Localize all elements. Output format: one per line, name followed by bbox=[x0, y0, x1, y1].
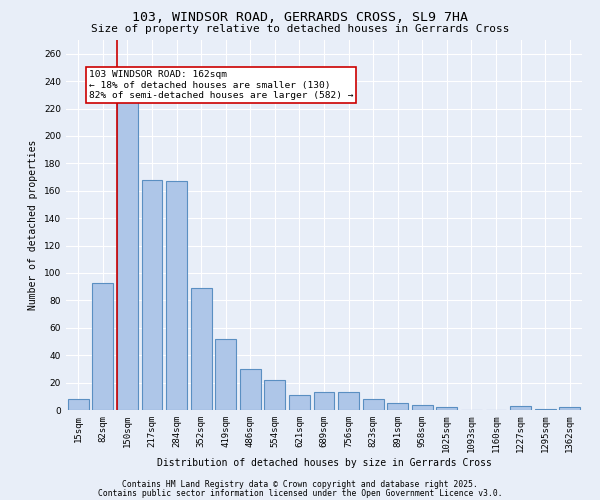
Bar bbox=[362, 399, 383, 410]
Text: Size of property relative to detached houses in Gerrards Cross: Size of property relative to detached ho… bbox=[91, 24, 509, 34]
Bar bbox=[289, 395, 310, 410]
Bar bbox=[142, 180, 163, 410]
Bar bbox=[68, 399, 89, 410]
Bar bbox=[338, 392, 359, 410]
Bar bbox=[387, 403, 408, 410]
Bar bbox=[117, 98, 138, 410]
Text: Contains public sector information licensed under the Open Government Licence v3: Contains public sector information licen… bbox=[98, 489, 502, 498]
Bar bbox=[412, 404, 433, 410]
Bar bbox=[559, 408, 580, 410]
Bar bbox=[191, 288, 212, 410]
Y-axis label: Number of detached properties: Number of detached properties bbox=[28, 140, 38, 310]
Text: Contains HM Land Registry data © Crown copyright and database right 2025.: Contains HM Land Registry data © Crown c… bbox=[122, 480, 478, 489]
Text: 103, WINDSOR ROAD, GERRARDS CROSS, SL9 7HA: 103, WINDSOR ROAD, GERRARDS CROSS, SL9 7… bbox=[132, 11, 468, 24]
X-axis label: Distribution of detached houses by size in Gerrards Cross: Distribution of detached houses by size … bbox=[157, 458, 491, 468]
Bar bbox=[265, 380, 286, 410]
Bar bbox=[535, 408, 556, 410]
Text: 103 WINDSOR ROAD: 162sqm
← 18% of detached houses are smaller (130)
82% of semi-: 103 WINDSOR ROAD: 162sqm ← 18% of detach… bbox=[89, 70, 353, 100]
Bar bbox=[92, 282, 113, 410]
Bar bbox=[215, 338, 236, 410]
Bar bbox=[240, 369, 261, 410]
Bar bbox=[436, 408, 457, 410]
Bar bbox=[510, 406, 531, 410]
Bar bbox=[166, 181, 187, 410]
Bar bbox=[314, 392, 334, 410]
